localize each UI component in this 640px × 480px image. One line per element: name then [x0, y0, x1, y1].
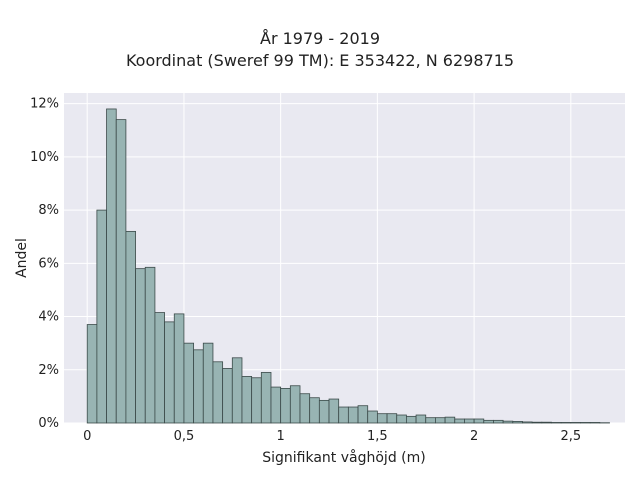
histogram-bar — [318, 399, 330, 424]
histogram-bar — [347, 406, 359, 424]
histogram-bar — [396, 414, 407, 424]
histogram-bar — [289, 385, 301, 424]
histogram-bar — [589, 422, 601, 424]
y-tick-label: 10% — [30, 150, 59, 165]
histogram-bar — [493, 419, 504, 424]
histogram-bar — [86, 324, 98, 424]
histogram-bar — [106, 108, 117, 424]
y-tick-label: 6% — [38, 256, 59, 271]
histogram-bar — [183, 342, 195, 424]
histogram-bar — [406, 415, 417, 424]
y-tick-label: 12% — [30, 97, 59, 112]
histogram-bar — [551, 422, 562, 424]
y-tick-labels: 0% 2% 4% 6% 8% 10% 12% — [30, 97, 59, 431]
x-axis-label: Signifikant våghöjd (m) — [262, 449, 425, 466]
x-tick-label: 1 — [277, 429, 285, 444]
histogram-bar — [212, 361, 224, 424]
histogram-bar — [473, 418, 485, 424]
histogram-bar — [435, 417, 446, 424]
chart-title-line-1: År 1979 - 2019 — [260, 29, 380, 48]
histogram-bar — [454, 418, 465, 424]
histogram-bar — [125, 230, 136, 424]
histogram-bar — [386, 413, 398, 424]
histogram-bars — [86, 108, 610, 424]
y-tick-label: 4% — [38, 310, 59, 325]
histogram-bar — [560, 422, 572, 424]
histogram-bar — [154, 312, 165, 424]
histogram-bar — [222, 368, 233, 424]
x-tick-label: 2 — [470, 429, 478, 444]
histogram-bar — [309, 397, 320, 424]
histogram-bar — [251, 377, 262, 424]
histogram-bar — [241, 376, 253, 424]
histogram-bar — [231, 357, 243, 424]
histogram-bar — [502, 420, 514, 424]
histogram-bar — [144, 266, 156, 424]
histogram-bar — [135, 268, 146, 424]
x-tick-label: 0,5 — [174, 429, 195, 444]
x-tick-labels: 0 0,5 1 1,5 2 2,5 — [83, 429, 581, 444]
chart-title-line-2: Koordinat (Sweref 99 TM): E 353422, N 62… — [125, 51, 515, 70]
histogram-bar — [164, 321, 175, 424]
y-tick-label: 2% — [38, 363, 59, 378]
histogram-bar — [280, 388, 291, 424]
histogram-bar — [425, 417, 436, 424]
histogram-bar — [580, 422, 591, 424]
x-tick-label: 1,5 — [367, 429, 388, 444]
x-tick-label: 0 — [83, 429, 91, 444]
histogram-bar — [483, 419, 494, 424]
histogram-bar — [270, 386, 282, 424]
histogram-bar — [415, 414, 427, 424]
histogram-bar — [260, 372, 272, 424]
histogram-bar — [367, 410, 378, 424]
y-axis-label: Andel — [14, 238, 30, 278]
histogram-bar — [115, 119, 127, 424]
histogram-bar — [338, 406, 349, 424]
histogram-bar — [522, 421, 533, 424]
x-tick-label: 2,5 — [560, 429, 581, 444]
histogram-bar — [173, 313, 185, 424]
histogram-bar — [464, 418, 475, 424]
histogram-bar — [96, 209, 107, 424]
histogram-bar — [328, 398, 340, 424]
histogram-bar — [202, 342, 214, 424]
histogram-bar — [376, 413, 388, 424]
histogram-bar — [541, 421, 552, 424]
histogram-bar — [512, 421, 523, 424]
histogram-bar — [357, 405, 369, 424]
histogram-bar — [193, 349, 204, 424]
y-tick-label: 8% — [38, 203, 59, 218]
histogram-bar — [531, 421, 543, 424]
histogram-bar — [444, 416, 456, 424]
histogram-bar — [299, 393, 311, 424]
y-tick-label: 0% — [38, 416, 59, 431]
histogram-bar — [570, 422, 581, 424]
